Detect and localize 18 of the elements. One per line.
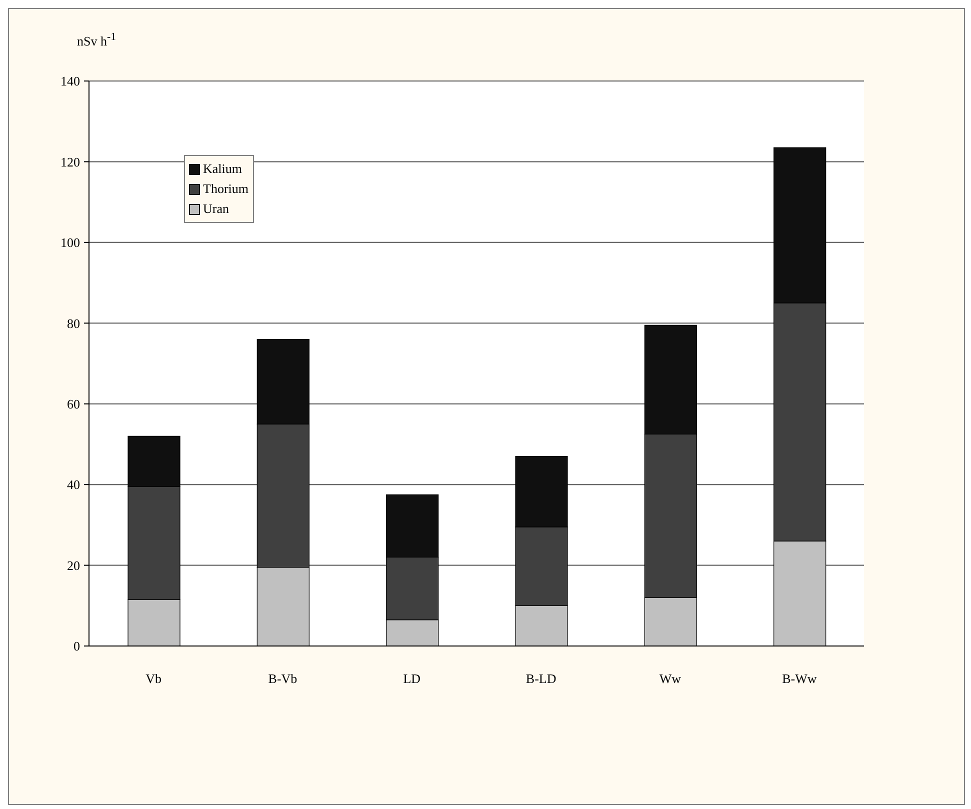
legend-label: Uran [203,201,229,217]
y-tick-label: 100 [60,235,80,250]
y-tick-label: 60 [67,396,80,412]
y-tick-label: 140 [60,74,80,89]
y-tick-label: 0 [74,638,80,654]
y-tick-label: 40 [67,477,80,492]
x-tick-label: B-Vb [268,671,298,686]
x-tick-label: LD [403,671,421,686]
y-tick-label: 20 [67,558,80,573]
y-axis-title: nSv h$^{-1}$ [77,31,116,50]
y-tick-label: 80 [67,316,80,331]
legend-label: Thorium [203,181,248,197]
x-tick-label: Ww [659,671,682,686]
x-tick-label: B-LD [526,671,556,686]
x-tick-label: B-Ww [782,671,818,686]
y-tick-label: 120 [60,154,80,170]
x-tick-label: Vb [146,671,162,686]
legend-label: Kalium [203,161,242,177]
